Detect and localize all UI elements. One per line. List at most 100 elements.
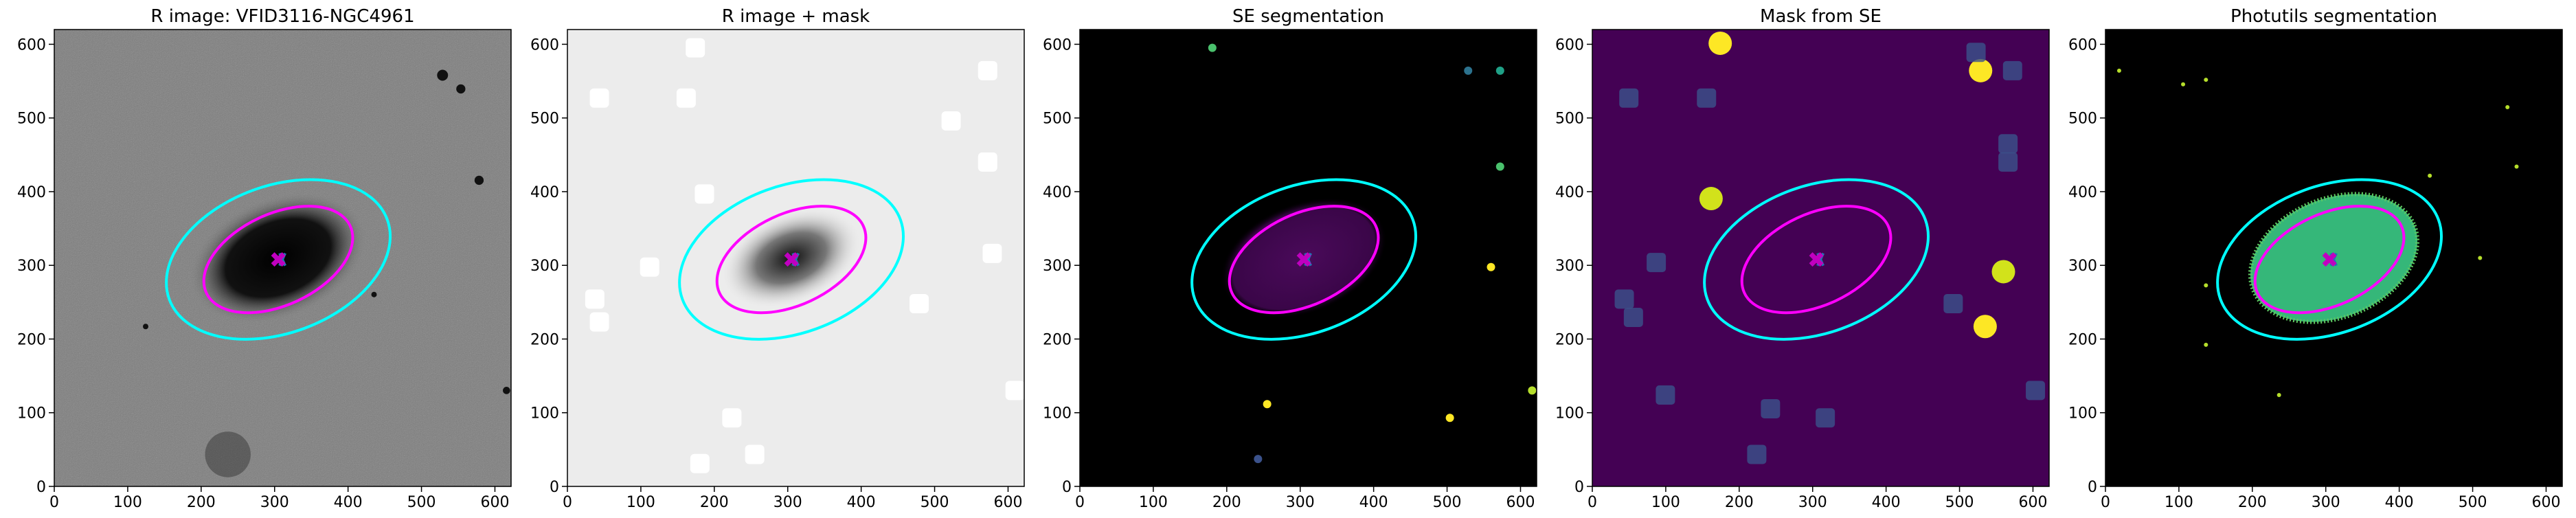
y-tick-label: 200: [1555, 331, 1584, 348]
x-tick-label: 100: [113, 494, 142, 511]
mask-patch: [941, 111, 961, 131]
y-tick-label: 100: [1043, 405, 1072, 423]
mask-circle: [1699, 187, 1723, 211]
x-tick-label: 0: [1075, 494, 1085, 511]
ellipse: [202, 205, 354, 315]
y-tick-label: 200: [2068, 331, 2097, 348]
mask-square: [1623, 307, 1643, 327]
image: [1080, 30, 1537, 486]
star: [474, 175, 484, 185]
y-tick-label: 300: [530, 258, 559, 275]
mask-square: [1656, 385, 1675, 405]
segment-blob: [2204, 283, 2208, 288]
x-tick-label: 600: [2531, 494, 2560, 511]
axes-frame: [54, 29, 512, 487]
ellipse: [1190, 178, 1418, 341]
segment-blob: [1495, 66, 1504, 75]
segment-blob: [2276, 393, 2281, 397]
segment-blob: [2428, 173, 2432, 178]
mask-square: [1747, 444, 1767, 464]
x-tick-label: 200: [700, 494, 729, 511]
mask-square: [1697, 88, 1717, 108]
segment-blob: [2181, 82, 2186, 87]
x-tick-label: 300: [260, 494, 289, 511]
axes-frame: [1592, 29, 2050, 487]
panel-title: Photutils segmentation: [2230, 6, 2437, 27]
image: [1592, 30, 2049, 486]
mask-patch: [585, 289, 605, 309]
mask-circle: [1991, 260, 2015, 284]
x-tick-label: 600: [2018, 494, 2047, 511]
mask-patch: [676, 88, 696, 108]
y-tick-label: 100: [530, 405, 559, 423]
ellipse: [1703, 178, 1930, 341]
y-tick-label: 400: [2068, 184, 2097, 201]
ellipse: [2253, 205, 2406, 315]
x-tick-label: 500: [407, 494, 436, 511]
mask-square: [1619, 88, 1639, 108]
center-marker: [271, 252, 286, 267]
y-tick-label: 500: [1555, 111, 1584, 128]
y-tick-label: 600: [2068, 36, 2097, 54]
x-tick-label: 0: [1588, 494, 1597, 511]
panel: 0 100 200 300 400 500 600 0 100 200 300 400 500 600 SE…: [1043, 6, 1537, 511]
segment-blob: [1495, 162, 1504, 171]
segment-blob: [1528, 386, 1537, 395]
y-tick-label: 200: [17, 331, 46, 348]
mask-square: [1614, 289, 1634, 309]
mask-square: [2002, 60, 2022, 80]
center-marker: [1296, 252, 1311, 267]
x-tick-label: 400: [847, 494, 876, 511]
star: [503, 387, 510, 394]
x-tick-label: 600: [1506, 494, 1535, 511]
panel: 0 100 200 300 400 500 600 0 100 200 300 400 500 600 Ph…: [2068, 6, 2563, 511]
y-tick-label: 0: [1574, 479, 1584, 496]
mask-circle: [1973, 315, 1997, 339]
center-marker: [784, 252, 799, 267]
x-tick-label: 300: [1286, 494, 1315, 511]
y-tick-label: 200: [530, 331, 559, 348]
x-tick-label: 100: [2165, 494, 2193, 511]
axes-frame: [1079, 29, 1537, 487]
y-tick-label: 0: [36, 479, 46, 496]
y-tick-label: 200: [1043, 331, 1072, 348]
segment-blob: [1254, 455, 1263, 464]
mask-square: [1998, 134, 2018, 154]
mask-patch: [978, 152, 997, 172]
segment-blob: [1487, 262, 1495, 271]
panel: 0 100 200 300 400 500 600 0 100 200 300 400 500 600 R …: [530, 6, 1025, 511]
star: [205, 431, 251, 477]
y-tick-label: 500: [1043, 111, 1072, 128]
segment-blob: [2204, 342, 2208, 347]
y-tick-label: 100: [17, 405, 46, 423]
x-tick-label: 400: [334, 494, 363, 511]
x-tick-label: 300: [2312, 494, 2340, 511]
mask-patch: [690, 453, 710, 473]
panel-title: R image: VFID3116-NGC4961: [150, 6, 414, 27]
y-tick-label: 300: [1555, 258, 1584, 275]
ellipse: [2216, 178, 2443, 341]
x-tick-label: 100: [1139, 494, 1168, 511]
mask-patch: [722, 408, 742, 428]
y-tick-label: 400: [17, 184, 46, 201]
panel: 0 100 200 300 400 500 600 0 100 200 300 400 500 600 R …: [17, 6, 512, 511]
y-tick-label: 500: [17, 111, 46, 128]
y-tick-label: 400: [1555, 184, 1584, 201]
mask-patch: [1005, 381, 1024, 401]
mask-patch: [589, 312, 609, 332]
x-tick-label: 500: [1433, 494, 1462, 511]
star: [456, 84, 466, 94]
x-tick-label: 500: [2459, 494, 2487, 511]
mask-square: [1943, 294, 1963, 313]
mask-patch: [982, 243, 1002, 263]
mask-square: [1647, 253, 1667, 273]
x-tick-label: 500: [1945, 494, 1974, 511]
center-marker: [2322, 252, 2337, 267]
mask-square: [1816, 408, 1835, 428]
mask-square: [1761, 398, 1781, 418]
y-tick-label: 0: [550, 479, 559, 496]
segment-blob: [2478, 256, 2483, 260]
panel-title: R image + mask: [722, 6, 870, 27]
